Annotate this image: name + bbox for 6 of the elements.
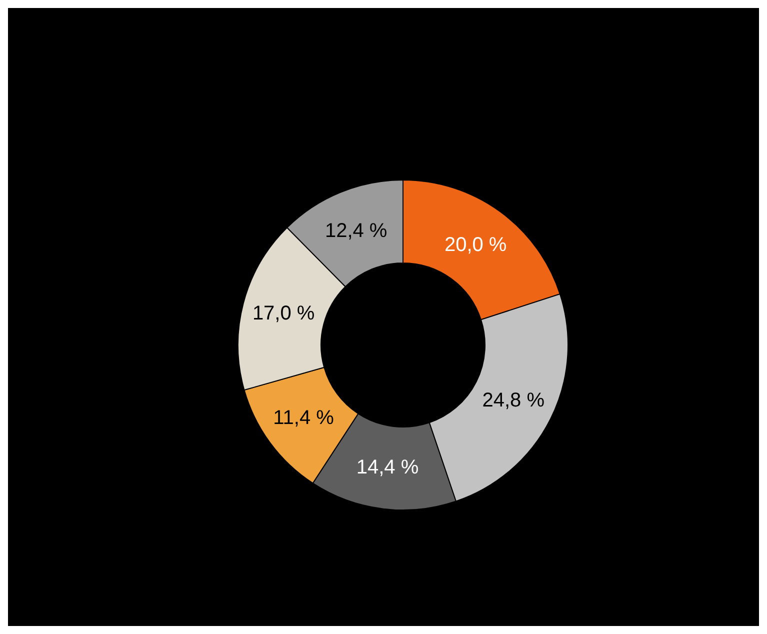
- data-label: 14,4 %: [356, 456, 419, 479]
- data-label: 20,0 %: [444, 234, 507, 256]
- data-label: 11,4 %: [273, 407, 334, 430]
- data-label: 24,8 %: [482, 389, 545, 412]
- data-label: 12,4 %: [324, 220, 388, 242]
- data-label: 17,0 %: [252, 302, 315, 325]
